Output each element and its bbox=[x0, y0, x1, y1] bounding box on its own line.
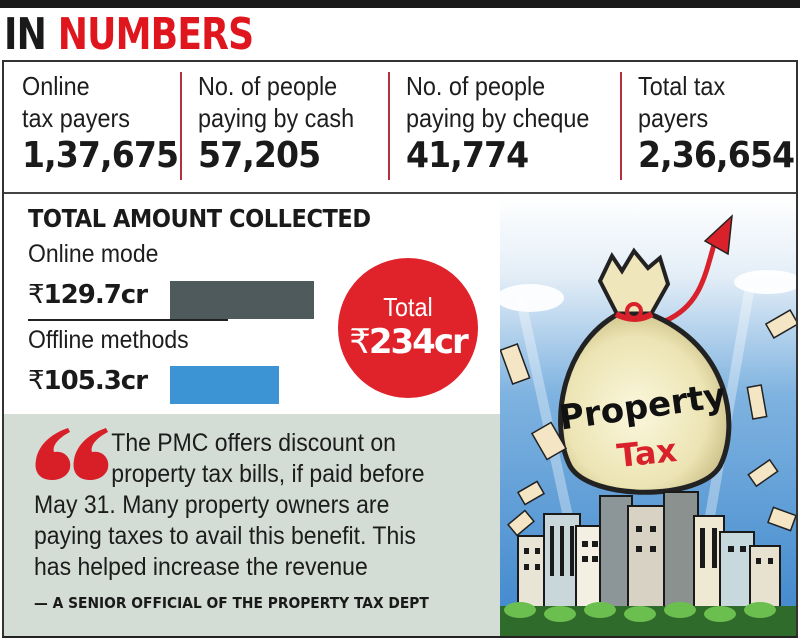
stat-cash-payers: No. of people paying by cash 57,205 bbox=[180, 62, 388, 192]
property-tax-illustration: Property Tax bbox=[500, 196, 796, 636]
stat-value: 2,36,654 bbox=[638, 135, 795, 176]
stat-label: No. of people bbox=[406, 71, 546, 101]
quote-line: May 31. Many property owners are bbox=[34, 491, 390, 519]
money-bag-city-icon: Property Tax bbox=[500, 196, 796, 636]
stat-label: No. of people bbox=[198, 71, 338, 101]
stat-label: paying by cash bbox=[198, 103, 355, 133]
stat-label: paying by cheque bbox=[406, 103, 590, 133]
headline-numbers: NUMBERS bbox=[57, 9, 254, 60]
stat-online-payers: Online tax payers 1,37,675 bbox=[4, 62, 180, 192]
quote-line: property tax bills, if paid before bbox=[111, 460, 425, 488]
stat-value: 41,774 bbox=[406, 135, 529, 176]
stat-value: 1,37,675 bbox=[22, 135, 179, 176]
quote-attribution: — A SENIOR OFFICIAL OF THE PROPERTY TAX … bbox=[34, 594, 429, 612]
quote-line: The PMC offers discount on bbox=[111, 429, 396, 457]
online-mode-bar bbox=[170, 281, 314, 319]
quote-text: The PMC offers discount on property tax … bbox=[34, 428, 504, 583]
infographic-frame bbox=[2, 60, 798, 638]
stat-label: tax payers bbox=[22, 103, 130, 133]
quote-line: has helped increase the revenue bbox=[34, 553, 368, 581]
rupee-icon: ₹ bbox=[28, 280, 45, 310]
total-label: Total bbox=[383, 292, 433, 322]
section-title: TOTAL AMOUNT COLLECTED bbox=[28, 204, 371, 233]
headline: IN NUMBERS bbox=[4, 9, 254, 60]
offline-methods-value: ₹105.3cr bbox=[28, 366, 148, 396]
offline-methods-label: Offline methods bbox=[28, 326, 189, 354]
divider-line bbox=[28, 319, 228, 321]
quote-box: The PMC offers discount on property tax … bbox=[4, 414, 500, 636]
top-rule bbox=[0, 0, 800, 8]
quote-mark-icon bbox=[35, 428, 109, 480]
stats-row: Online tax payers 1,37,675 No. of people… bbox=[4, 62, 796, 194]
rupee-icon: ₹ bbox=[349, 322, 371, 362]
stat-total-payers: Total tax payers 2,36,654 bbox=[620, 62, 796, 192]
total-value: ₹234cr bbox=[338, 322, 478, 362]
offline-amount: 105.3cr bbox=[43, 366, 148, 396]
offline-methods-bar bbox=[170, 366, 279, 404]
online-mode-value: ₹129.7cr bbox=[28, 280, 148, 310]
stat-value: 57,205 bbox=[198, 135, 321, 176]
stat-label: Total tax bbox=[638, 71, 726, 101]
total-badge: Total ₹234cr bbox=[338, 258, 478, 398]
headline-in: IN bbox=[4, 9, 47, 60]
online-mode-label: Online mode bbox=[28, 240, 159, 268]
stat-cheque-payers: No. of people paying by cheque 41,774 bbox=[388, 62, 620, 192]
stat-label: Online bbox=[22, 71, 90, 101]
online-amount: 129.7cr bbox=[43, 280, 148, 310]
stat-label: payers bbox=[638, 103, 709, 133]
amount-collected-section: TOTAL AMOUNT COLLECTED Online mode ₹129.… bbox=[4, 196, 504, 414]
quote-line: paying taxes to avail this benefit. This bbox=[34, 522, 416, 550]
total-amount: 234cr bbox=[368, 322, 469, 362]
rupee-icon: ₹ bbox=[28, 366, 45, 396]
bag-text-tax: Tax bbox=[615, 431, 679, 475]
